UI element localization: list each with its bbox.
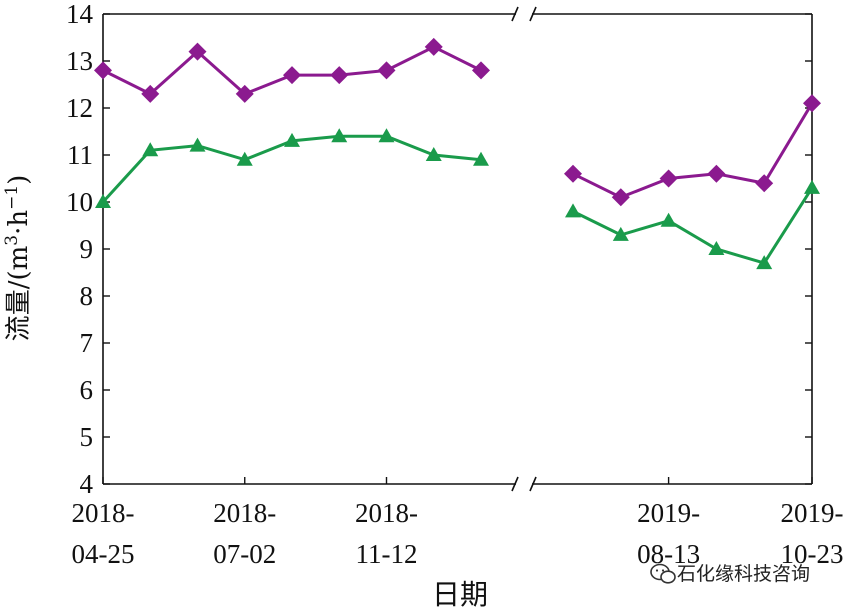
y-tick-label: 9 bbox=[80, 234, 94, 264]
data-point-diamond bbox=[803, 94, 821, 113]
series-lines bbox=[101, 45, 814, 265]
data-point-triangle bbox=[142, 142, 159, 157]
x-tick-label-line1: 2019- bbox=[637, 498, 700, 528]
y-tick-label: 13 bbox=[66, 46, 93, 76]
data-point-triangle bbox=[95, 194, 111, 208]
watermark: 石化缘科技咨询 bbox=[650, 563, 810, 585]
y-axis-title-main: 流量/(m bbox=[4, 246, 34, 342]
plot-frame bbox=[102, 6, 813, 492]
data-point-diamond bbox=[94, 61, 112, 80]
data-point-triangle bbox=[473, 151, 489, 166]
data-point-triangle bbox=[756, 255, 773, 270]
data-point-triangle bbox=[660, 212, 677, 227]
y-tick-label: 10 bbox=[66, 187, 93, 217]
x-tick-label-line2: 07-02 bbox=[213, 539, 276, 569]
y-axis-title-end: ) bbox=[4, 175, 34, 185]
data-point-triangle bbox=[331, 128, 348, 143]
x-tick-label-line2: 08-13 bbox=[637, 539, 700, 569]
x-tick-label-line2: 04-25 bbox=[72, 539, 135, 569]
y-tick-label: 6 bbox=[80, 375, 94, 405]
y-axis-title-mid: ·h bbox=[4, 210, 34, 235]
series-line-triangle bbox=[572, 187, 814, 265]
data-point-diamond bbox=[707, 164, 726, 183]
y-tick-label: 14 bbox=[66, 0, 94, 29]
data-point-diamond bbox=[564, 164, 582, 183]
y-axis-title-sup2: −1 bbox=[2, 185, 22, 210]
data-point-triangle bbox=[189, 137, 206, 152]
data-point-triangle bbox=[378, 128, 395, 143]
data-point-triangle bbox=[804, 179, 820, 194]
y-tick-label: 4 bbox=[80, 469, 94, 499]
y-axis: 4 5 6 7 8 9 10 11 12 13 14 bbox=[66, 0, 812, 499]
x-tick-label-line1: 2018- bbox=[355, 498, 418, 528]
y-axis-title-sup1: 3 bbox=[2, 235, 22, 246]
y-tick-label: 11 bbox=[67, 140, 93, 170]
data-point-diamond bbox=[283, 66, 301, 85]
y-tick-label: 5 bbox=[80, 422, 94, 452]
data-point-diamond bbox=[377, 61, 396, 80]
x-tick-label-line2: 10-23 bbox=[781, 539, 844, 569]
x-tick-label-line2: 11-12 bbox=[356, 539, 418, 569]
data-point-diamond bbox=[611, 188, 630, 207]
data-point-triangle bbox=[284, 132, 300, 147]
data-point-diamond bbox=[755, 174, 774, 193]
data-point-triangle bbox=[612, 226, 629, 241]
data-point-triangle bbox=[565, 203, 581, 218]
y-axis-title: 流量/(m3·h−1) bbox=[2, 175, 34, 342]
wechat-icon bbox=[650, 563, 676, 584]
x-axis: 2018- 04-25 2018- 07-02 2018- 11-12 2019- 08-13… bbox=[72, 477, 844, 569]
axis-break-mark bbox=[511, 476, 519, 492]
data-point-diamond bbox=[472, 61, 490, 80]
x-tick-label-line1: 2019- bbox=[781, 498, 844, 528]
data-point-triangle bbox=[425, 147, 442, 161]
data-point-diamond bbox=[235, 84, 254, 103]
data-point-diamond bbox=[188, 42, 207, 61]
series-markers bbox=[94, 37, 821, 270]
watermark-text: 石化缘科技咨询 bbox=[677, 563, 810, 585]
x-tick-label-line1: 2018- bbox=[72, 498, 135, 528]
axis-break-mark bbox=[529, 6, 537, 22]
data-point-diamond bbox=[330, 66, 349, 85]
data-point-triangle bbox=[708, 241, 725, 255]
axis-break-mark bbox=[511, 6, 519, 22]
data-point-triangle bbox=[236, 151, 253, 166]
data-point-diamond bbox=[424, 37, 443, 56]
data-point-diamond bbox=[141, 84, 160, 103]
y-tick-label: 7 bbox=[80, 328, 94, 358]
y-tick-label: 12 bbox=[66, 93, 93, 123]
x-tick-label-line1: 2018- bbox=[213, 498, 276, 528]
y-tick-label: 8 bbox=[80, 281, 94, 311]
data-point-diamond bbox=[659, 169, 678, 188]
series-line-diamond bbox=[572, 102, 814, 199]
axis-break-mark bbox=[529, 476, 537, 492]
x-axis-title: 日期 bbox=[432, 578, 488, 610]
